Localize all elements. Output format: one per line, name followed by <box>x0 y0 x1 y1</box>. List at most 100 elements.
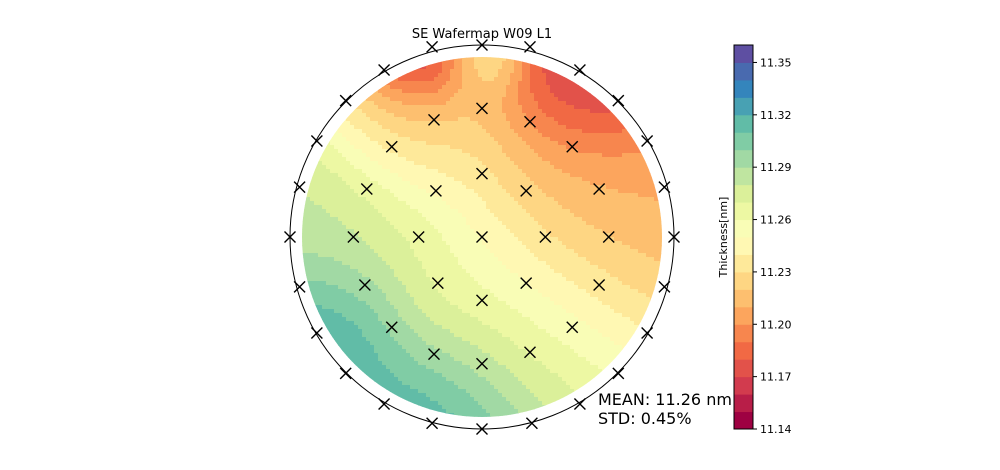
contour-cell <box>634 209 639 214</box>
contour-cell <box>554 81 559 86</box>
contour-cell <box>526 169 531 174</box>
contour-cell <box>530 221 535 226</box>
contour-cell <box>602 165 607 170</box>
contour-cell <box>502 61 507 66</box>
contour-cell <box>526 181 531 186</box>
contour-cell <box>490 193 495 198</box>
contour-cell <box>546 225 551 230</box>
contour-cell <box>570 253 575 258</box>
contour-cell <box>330 273 335 278</box>
contour-cell <box>646 301 651 306</box>
contour-cell <box>450 69 455 74</box>
contour-cell <box>474 141 479 146</box>
contour-cell <box>530 257 535 262</box>
contour-cell <box>330 217 335 222</box>
contour-cell <box>582 297 587 302</box>
contour-cell <box>430 213 435 218</box>
contour-cell <box>538 281 543 286</box>
contour-cell <box>394 297 399 302</box>
contour-cell <box>418 125 423 130</box>
contour-cell <box>622 125 627 130</box>
contour-cell <box>526 157 531 162</box>
contour-cell <box>590 161 595 166</box>
contour-cell <box>490 257 495 262</box>
contour-cell <box>542 165 547 170</box>
contour-cell <box>502 213 507 218</box>
contour-cell <box>434 85 439 90</box>
contour-cell <box>634 145 639 150</box>
contour-cell <box>558 89 563 94</box>
contour-cell <box>382 105 387 110</box>
contour-cell <box>630 221 635 226</box>
contour-cell <box>506 225 511 230</box>
contour-cell <box>490 281 495 286</box>
contour-cell <box>366 277 371 282</box>
contour-cell <box>346 233 351 238</box>
contour-cell <box>550 77 555 82</box>
contour-cell <box>458 129 463 134</box>
contour-cell <box>638 257 643 262</box>
contour-cell <box>378 125 383 130</box>
contour-cell <box>618 245 623 250</box>
contour-cell <box>354 193 359 198</box>
contour-cell <box>578 285 583 290</box>
contour-cell <box>602 301 607 306</box>
contour-cell <box>502 237 507 242</box>
contour-cell <box>606 233 611 238</box>
contour-cell <box>414 257 419 262</box>
contour-cell <box>486 181 491 186</box>
contour-cell <box>418 177 423 182</box>
contour-cell <box>562 309 567 314</box>
contour-cell <box>458 109 463 114</box>
contour-cell <box>350 297 355 302</box>
contour-cell <box>386 93 391 98</box>
contour-cell <box>454 237 459 242</box>
contour-cell <box>522 73 527 78</box>
contour-cell <box>530 245 535 250</box>
contour-cell <box>474 145 479 150</box>
contour-cell <box>514 277 519 282</box>
contour-cell <box>414 153 419 158</box>
contour-cell <box>462 85 467 90</box>
contour-cell <box>558 213 563 218</box>
contour-cell <box>454 85 459 90</box>
contour-cell <box>410 189 415 194</box>
contour-cell <box>626 197 631 202</box>
contour-cell <box>518 213 523 218</box>
contour-cell <box>610 285 615 290</box>
contour-cell <box>494 225 499 230</box>
contour-cell <box>582 133 587 138</box>
contour-cell <box>474 69 479 74</box>
contour-cell <box>630 241 635 246</box>
contour-cell <box>502 165 507 170</box>
contour-cell <box>554 269 559 274</box>
contour-cell <box>414 253 419 258</box>
contour-cell <box>358 161 363 166</box>
contour-cell <box>654 193 659 198</box>
contour-cell <box>506 137 511 142</box>
contour-cell <box>554 181 559 186</box>
contour-cell <box>354 229 359 234</box>
contour-cell <box>630 277 635 282</box>
contour-cell <box>522 273 527 278</box>
contour-cell <box>610 165 615 170</box>
contour-cell <box>330 169 335 174</box>
contour-cell <box>406 281 411 286</box>
contour-cell <box>498 161 503 166</box>
contour-cell <box>414 205 419 210</box>
contour-cell <box>554 105 559 110</box>
contour-cell <box>594 221 599 226</box>
contour-cell <box>562 93 567 98</box>
contour-cell <box>414 93 419 98</box>
contour-cell <box>450 129 455 134</box>
contour-cell <box>490 145 495 150</box>
contour-cell <box>382 121 387 126</box>
contour-cell <box>598 245 603 250</box>
contour-cell <box>418 281 423 286</box>
contour-cell <box>406 141 411 146</box>
contour-cell <box>430 221 435 226</box>
contour-cell <box>550 189 555 194</box>
contour-cell <box>486 273 491 278</box>
contour-cell <box>590 305 595 310</box>
contour-cell <box>350 201 355 206</box>
